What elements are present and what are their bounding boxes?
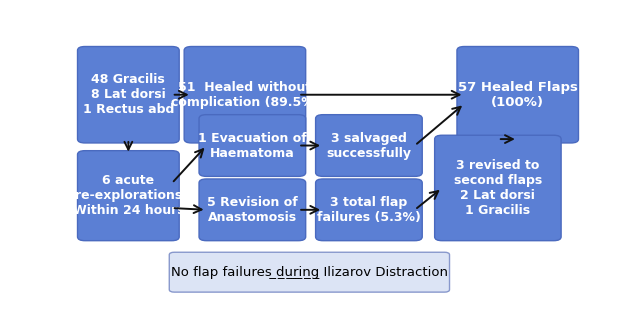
Text: 5 Revision of
Anastomosis: 5 Revision of Anastomosis — [207, 196, 298, 224]
Text: No flap failures ̲d̲u̲r̲i̲n̲g̲ Ilizarov Distraction: No flap failures ̲d̲u̲r̲i̲n̲g̲ Ilizarov … — [171, 266, 448, 279]
FancyBboxPatch shape — [435, 135, 561, 241]
FancyBboxPatch shape — [77, 46, 179, 143]
Text: 3 revised to
second flaps
2 Lat dorsi
1 Gracilis: 3 revised to second flaps 2 Lat dorsi 1 … — [454, 159, 542, 217]
FancyBboxPatch shape — [184, 46, 306, 143]
FancyBboxPatch shape — [316, 179, 422, 241]
Text: 57 Healed Flaps
(100%): 57 Healed Flaps (100%) — [458, 81, 578, 109]
Text: 48 Gracilis
8 Lat dorsi
1 Rectus abd: 48 Gracilis 8 Lat dorsi 1 Rectus abd — [83, 73, 174, 116]
FancyBboxPatch shape — [77, 151, 179, 241]
FancyBboxPatch shape — [169, 252, 449, 292]
FancyBboxPatch shape — [457, 46, 579, 143]
FancyBboxPatch shape — [199, 115, 306, 176]
FancyBboxPatch shape — [316, 115, 422, 176]
FancyBboxPatch shape — [199, 179, 306, 241]
Text: 3 total flap
failures (5.3%): 3 total flap failures (5.3%) — [317, 196, 421, 224]
Text: 51  Healed without
complication (89.5%): 51 Healed without complication (89.5%) — [171, 81, 319, 109]
Text: 6 acute
re-explorations
Within 24 hours: 6 acute re-explorations Within 24 hours — [72, 174, 184, 217]
Text: 3 salvaged
successfully: 3 salvaged successfully — [326, 132, 412, 160]
Text: 1 Evacuation of
Haematoma: 1 Evacuation of Haematoma — [198, 132, 307, 160]
